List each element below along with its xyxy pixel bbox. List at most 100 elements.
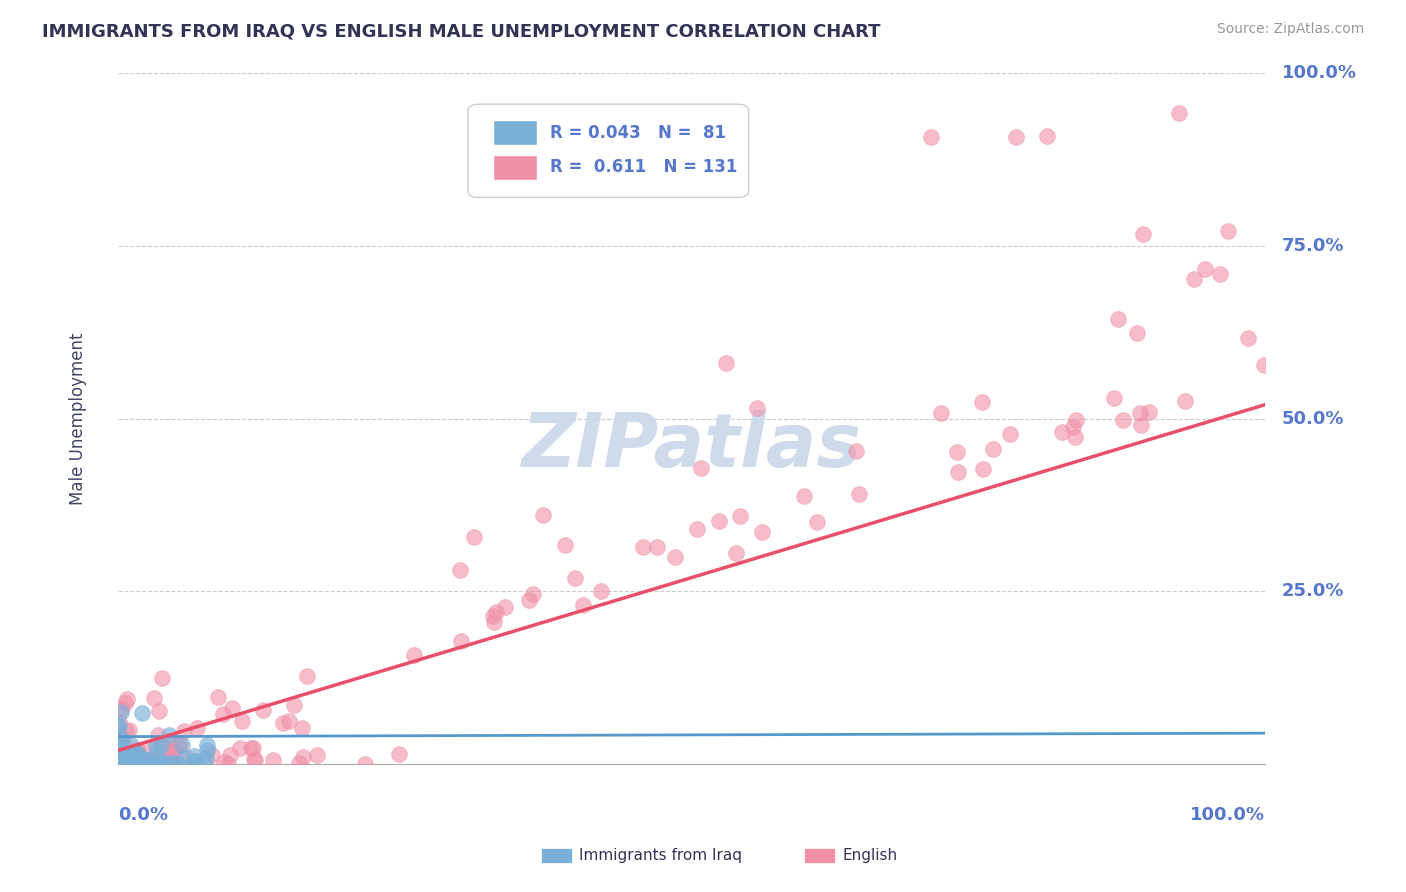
Point — [970, 394, 993, 409]
Point — [118, 753, 141, 767]
Text: 50.0%: 50.0% — [1282, 409, 1344, 427]
Point — [156, 756, 179, 770]
Point — [1112, 412, 1135, 426]
Point — [725, 546, 748, 560]
Point — [128, 748, 150, 763]
Text: 25.0%: 25.0% — [1282, 582, 1344, 600]
Point — [110, 755, 132, 769]
Point — [149, 738, 172, 752]
Text: English: English — [842, 848, 897, 863]
Point — [149, 755, 172, 769]
Point — [554, 537, 576, 551]
Point — [283, 698, 305, 713]
FancyBboxPatch shape — [468, 104, 749, 197]
Point — [124, 746, 146, 760]
Point — [150, 755, 173, 769]
Point — [404, 648, 426, 662]
Text: IMMIGRANTS FROM IRAQ VS ENGLISH MALE UNEMPLOYMENT CORRELATION CHART: IMMIGRANTS FROM IRAQ VS ENGLISH MALE UNE… — [42, 22, 880, 40]
Point — [150, 756, 173, 770]
Point — [112, 752, 135, 766]
Point — [111, 752, 134, 766]
Point — [388, 747, 411, 761]
Point — [998, 426, 1021, 441]
Point — [146, 745, 169, 759]
Point — [110, 733, 132, 747]
Point — [115, 723, 138, 738]
Point — [111, 749, 134, 764]
Point — [110, 752, 132, 766]
Point — [120, 738, 142, 752]
Point — [141, 755, 163, 769]
Point — [242, 740, 264, 755]
Point — [107, 754, 129, 768]
Point — [1167, 105, 1189, 120]
Point — [110, 705, 132, 719]
Point — [1132, 227, 1154, 241]
Point — [981, 442, 1004, 456]
Point — [1036, 128, 1059, 143]
Point — [195, 738, 218, 752]
Point — [730, 508, 752, 523]
Point — [162, 756, 184, 770]
Point — [128, 751, 150, 765]
Point — [107, 756, 129, 770]
Point — [163, 744, 186, 758]
Point — [108, 741, 131, 756]
Point — [150, 757, 173, 772]
Point — [146, 753, 169, 767]
Point — [160, 756, 183, 770]
Point — [1139, 405, 1161, 419]
Point — [162, 737, 184, 751]
Point — [131, 756, 153, 771]
Point — [142, 690, 165, 705]
Point — [1236, 331, 1258, 345]
Point — [229, 741, 252, 756]
Point — [707, 514, 730, 528]
Point — [108, 718, 131, 732]
Point — [793, 489, 815, 503]
Point — [183, 748, 205, 763]
Point — [945, 445, 967, 459]
Point — [111, 751, 134, 765]
Bar — [804, 848, 835, 863]
Point — [1174, 394, 1197, 409]
Point — [167, 756, 190, 771]
Point — [142, 757, 165, 772]
Point — [108, 728, 131, 742]
Point — [114, 756, 136, 770]
Point — [121, 751, 143, 765]
Point — [920, 130, 942, 145]
Point — [107, 749, 129, 764]
Point — [463, 530, 485, 544]
Point — [142, 757, 165, 772]
Point — [162, 745, 184, 759]
Point — [845, 444, 868, 458]
Point — [110, 731, 132, 746]
Point — [108, 756, 131, 771]
Point — [482, 615, 505, 630]
Text: R = 0.043   N =  81: R = 0.043 N = 81 — [551, 123, 727, 142]
Point — [107, 755, 129, 769]
Text: Immigrants from Iraq: Immigrants from Iraq — [579, 848, 742, 863]
Point — [929, 406, 952, 420]
Point — [145, 739, 167, 753]
Point — [231, 714, 253, 728]
Point — [121, 756, 143, 771]
Point — [522, 587, 544, 601]
Text: ZIPatlas: ZIPatlas — [522, 409, 862, 483]
Point — [484, 605, 506, 619]
Point — [1130, 417, 1153, 432]
Point — [449, 563, 471, 577]
Point — [115, 752, 138, 766]
Point — [1107, 311, 1129, 326]
Point — [110, 744, 132, 758]
Point — [353, 756, 375, 771]
Point — [564, 571, 586, 585]
Point — [1104, 392, 1126, 406]
Point — [108, 755, 131, 769]
Point — [107, 751, 129, 765]
Point — [686, 522, 709, 536]
Point — [107, 755, 129, 769]
Text: Male Unemployment: Male Unemployment — [69, 333, 87, 505]
Point — [112, 755, 135, 769]
